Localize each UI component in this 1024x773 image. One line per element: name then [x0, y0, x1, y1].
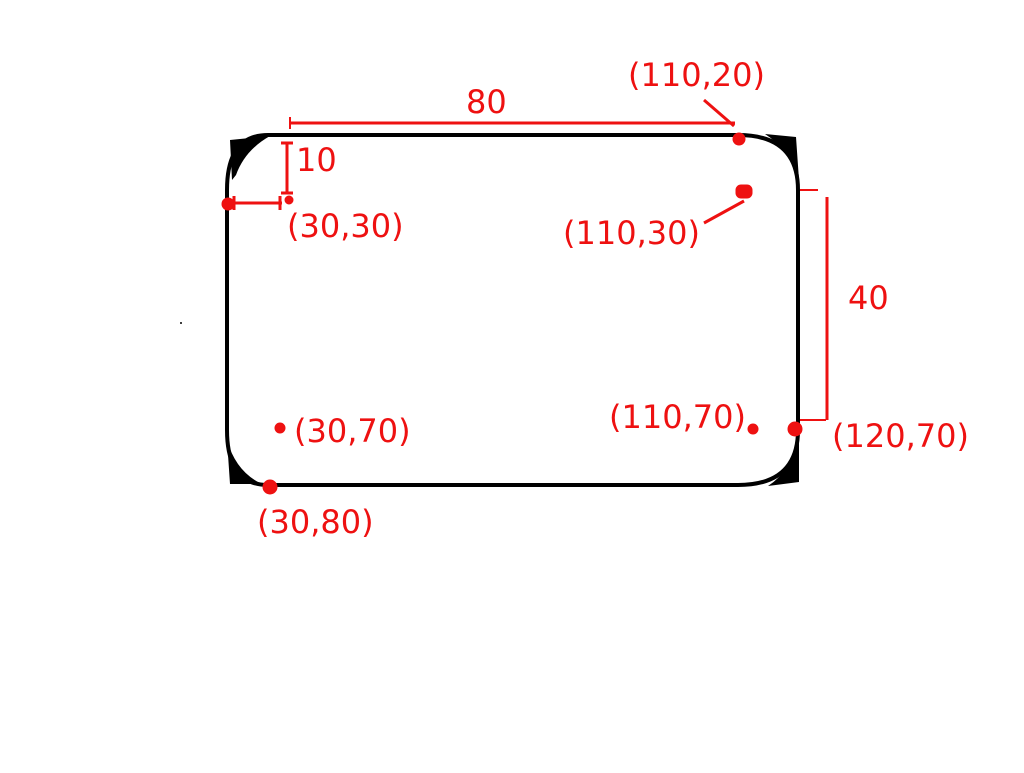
point-110-20-marker	[732, 132, 746, 146]
point-110-30-marker	[735, 184, 753, 199]
point-30-80-marker	[262, 479, 278, 495]
point-110-30-leader	[703, 199, 745, 225]
point-120-70-marker	[787, 421, 803, 437]
point-30-30-label: (30,30)	[287, 207, 404, 245]
point-30-70-marker	[274, 422, 286, 434]
radius-label: 10	[296, 141, 337, 179]
width-label: 80	[466, 83, 507, 121]
point-30-70-label: (30,70)	[294, 412, 411, 450]
point-30-30-edge-marker	[221, 197, 235, 211]
point-120-70-label: (120,70)	[832, 417, 969, 455]
point-110-20-label: (110,20)	[628, 56, 765, 94]
point-30-80-label: (30,80)	[257, 503, 374, 541]
corner-blob-top-right	[765, 134, 799, 180]
stray-dot	[180, 322, 182, 324]
point-110-30-label: (110,30)	[563, 214, 700, 252]
annotations: 80 10 40 (110,20) (30,30) (110,30)	[221, 56, 969, 541]
point-110-70-marker	[747, 423, 759, 435]
corner-blob-bottom-right	[768, 440, 799, 486]
rectangle-outline	[180, 133, 800, 487]
point-30-30-marker	[284, 195, 294, 205]
height-label: 40	[848, 279, 889, 317]
corner-blob-bottom-left	[227, 440, 262, 484]
point-110-70-label: (110,70)	[609, 398, 746, 436]
corner-blob-top-left	[230, 136, 270, 180]
point-110-20-leader	[703, 98, 735, 128]
